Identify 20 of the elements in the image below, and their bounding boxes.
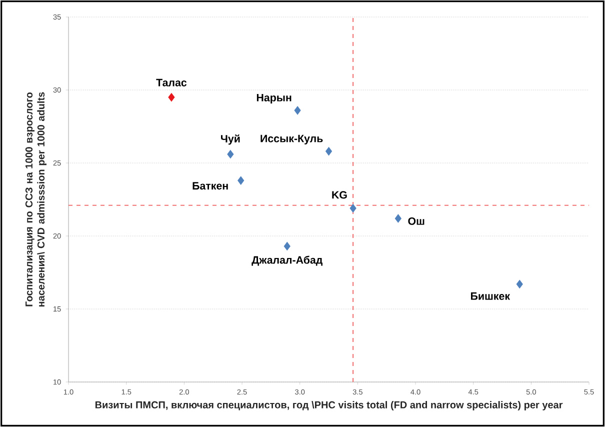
annotation: Джалал-Абад (252, 256, 322, 266)
annotation: KG (332, 191, 347, 199)
annotation: Бишкек (471, 292, 510, 300)
x-axis-title: Визиты ПМСП, включая специалистов, год \PHC visits total (FD and narrow specialists) per year (95, 401, 563, 410)
point (284, 242, 290, 250)
annotation: Иссык-Куль (260, 134, 323, 144)
point (325, 147, 332, 156)
point (516, 280, 523, 288)
point (227, 150, 234, 159)
point (394, 214, 402, 223)
annotation: Ош (408, 217, 424, 225)
annotation: Баткен (192, 182, 228, 190)
point (294, 106, 301, 115)
annotation: Талас (156, 78, 187, 86)
y-axis-title: Госпитализация по ССЗ на 1000 взрослого населения\ CVD admisssion per 1000 adults (25, 92, 46, 306)
annotation: Нарын (256, 94, 292, 104)
annotation: Чуй (221, 134, 240, 145)
point (350, 204, 356, 213)
point (238, 176, 244, 185)
point (168, 93, 175, 102)
